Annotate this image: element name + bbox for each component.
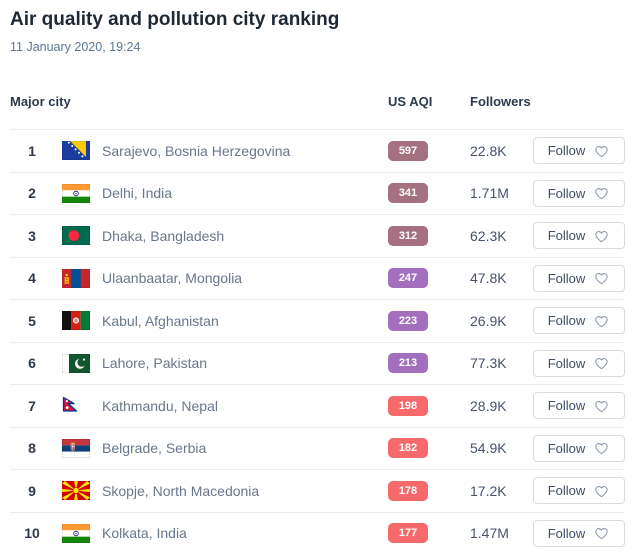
city-name[interactable]: Kathmandu, Nepal — [102, 397, 218, 414]
follow-button[interactable]: Follow — [533, 264, 625, 292]
flag-rs-icon — [54, 438, 102, 458]
followers-count: 22.8K — [470, 142, 507, 159]
followers-count: 62.3K — [470, 227, 507, 244]
rank-number: 6 — [28, 355, 36, 372]
follow-button-label: Follow — [547, 355, 586, 371]
follow-button[interactable]: Follow — [533, 307, 625, 335]
rank-number: 1 — [28, 142, 36, 159]
aqi-badge: 198 — [388, 395, 428, 416]
table-header-row: Major city US AQI Followers — [10, 94, 625, 109]
city-name[interactable]: Skopje, North Macedonia — [102, 482, 260, 499]
rank-number: 9 — [28, 482, 36, 499]
follow-button-label: Follow — [547, 143, 586, 159]
flag-mn-icon — [54, 268, 102, 288]
city-ranking-row[interactable]: 10 Kolkata, India 177 1.47M Follow — [10, 511, 625, 555]
followers-count: 1.47M — [470, 525, 509, 542]
follow-button-label: Follow — [547, 440, 586, 456]
city-name[interactable]: Ulaanbaatar, Mongolia — [102, 270, 243, 287]
follow-button[interactable]: Follow — [533, 179, 625, 207]
last-updated-timestamp: 11 January 2020, 19:24 — [10, 40, 141, 54]
followers-count: 17.2K — [470, 482, 507, 499]
aqi-badge: 597 — [388, 140, 428, 161]
flag-in-icon — [54, 183, 102, 203]
city-ranking-row[interactable]: 1 Sarajevo, Bosnia Herzegovina 597 22.8K… — [10, 129, 625, 172]
page-title: Air quality and pollution city ranking — [10, 9, 340, 30]
city-name[interactable]: Kolkata, India — [102, 525, 187, 542]
city-name[interactable]: Lahore, Pakistan — [102, 355, 208, 372]
city-ranking-row[interactable]: 3 Dhaka, Bangladesh 312 62.3K Follow — [10, 214, 625, 257]
rank-number: 10 — [24, 525, 40, 542]
follow-button-label: Follow — [547, 270, 586, 286]
rank-number: 7 — [28, 397, 36, 414]
heart-icon — [593, 355, 610, 371]
city-ranking-row[interactable]: 4 Ulaanbaatar, Mongolia 247 47.8K Follow — [10, 256, 625, 300]
rank-number: 2 — [28, 185, 36, 202]
follow-button[interactable]: Follow — [533, 519, 625, 547]
city-ranking-row[interactable]: 8 Belgrade, Serbia 182 54.9K Follow — [10, 426, 625, 470]
rank-number: 3 — [28, 227, 36, 244]
follow-button-label: Follow — [547, 483, 586, 499]
flag-mk-icon — [54, 481, 102, 501]
city-ranking-row[interactable]: 7 Kathmandu, Nepal 198 28.9K Follow — [10, 384, 625, 427]
city-ranking-row[interactable]: 5 Kabul, Afghanistan 223 26.9K Follow — [10, 299, 625, 342]
ranking-rows: 1 Sarajevo, Bosnia Herzegovina 597 22.8K… — [10, 129, 625, 554]
followers-count: 26.9K — [470, 312, 507, 329]
follow-button-label: Follow — [547, 398, 586, 414]
follow-button[interactable]: Follow — [533, 477, 625, 505]
flag-ba-icon — [54, 141, 102, 161]
rank-number: 8 — [28, 440, 36, 457]
heart-icon — [593, 313, 610, 329]
aqi-badge: 223 — [388, 310, 428, 331]
heart-icon — [593, 525, 610, 541]
column-header-followers: Followers — [470, 94, 531, 109]
rank-number: 4 — [28, 270, 36, 287]
follow-button-label: Follow — [547, 525, 586, 541]
rank-number: 5 — [28, 312, 36, 329]
city-ranking-row[interactable]: 2 Delhi, India 341 1.71M Follow — [10, 171, 625, 215]
city-name[interactable]: Sarajevo, Bosnia Herzegovina — [102, 142, 291, 159]
city-ranking-row[interactable]: 6 Lahore, Pakistan 213 77.3K Follow — [10, 341, 625, 385]
aqi-badge: 312 — [388, 225, 428, 246]
aqi-badge: 178 — [388, 480, 428, 501]
heart-icon — [593, 143, 610, 159]
flag-in-icon — [54, 523, 102, 543]
followers-count: 28.9K — [470, 397, 507, 414]
heart-icon — [593, 270, 610, 286]
city-name[interactable]: Belgrade, Serbia — [102, 440, 207, 457]
column-header-major-city: Major city — [10, 94, 71, 109]
city-name[interactable]: Delhi, India — [102, 185, 173, 202]
aqi-badge: 177 — [388, 523, 428, 544]
heart-icon — [593, 398, 610, 414]
follow-button[interactable]: Follow — [533, 137, 625, 165]
heart-icon — [593, 185, 610, 201]
follow-button-label: Follow — [547, 185, 586, 201]
flag-pk-icon — [54, 353, 102, 373]
column-header-us-aqi: US AQI — [388, 94, 433, 109]
follow-button[interactable]: Follow — [533, 222, 625, 250]
heart-icon — [593, 483, 610, 499]
follow-button-label: Follow — [547, 313, 586, 329]
followers-count: 1.71M — [470, 185, 509, 202]
followers-count: 47.8K — [470, 270, 507, 287]
flag-af-icon — [54, 311, 102, 331]
follow-button[interactable]: Follow — [533, 392, 625, 420]
follow-button[interactable]: Follow — [533, 434, 625, 462]
aqi-badge: 213 — [388, 353, 428, 374]
heart-icon — [593, 440, 610, 456]
follow-button[interactable]: Follow — [533, 349, 625, 377]
aqi-badge: 247 — [388, 268, 428, 289]
followers-count: 77.3K — [470, 355, 507, 372]
flag-np-icon — [54, 396, 102, 415]
aqi-badge: 182 — [388, 438, 428, 459]
follow-button-label: Follow — [547, 228, 586, 244]
followers-count: 54.9K — [470, 440, 507, 457]
aqi-badge: 341 — [388, 183, 428, 204]
city-name[interactable]: Kabul, Afghanistan — [102, 312, 219, 329]
city-name[interactable]: Dhaka, Bangladesh — [102, 227, 225, 244]
city-ranking-row[interactable]: 9 Skopje, North Macedonia 178 17.2K Foll… — [10, 469, 625, 512]
flag-bd-icon — [54, 226, 102, 246]
heart-icon — [593, 228, 610, 244]
